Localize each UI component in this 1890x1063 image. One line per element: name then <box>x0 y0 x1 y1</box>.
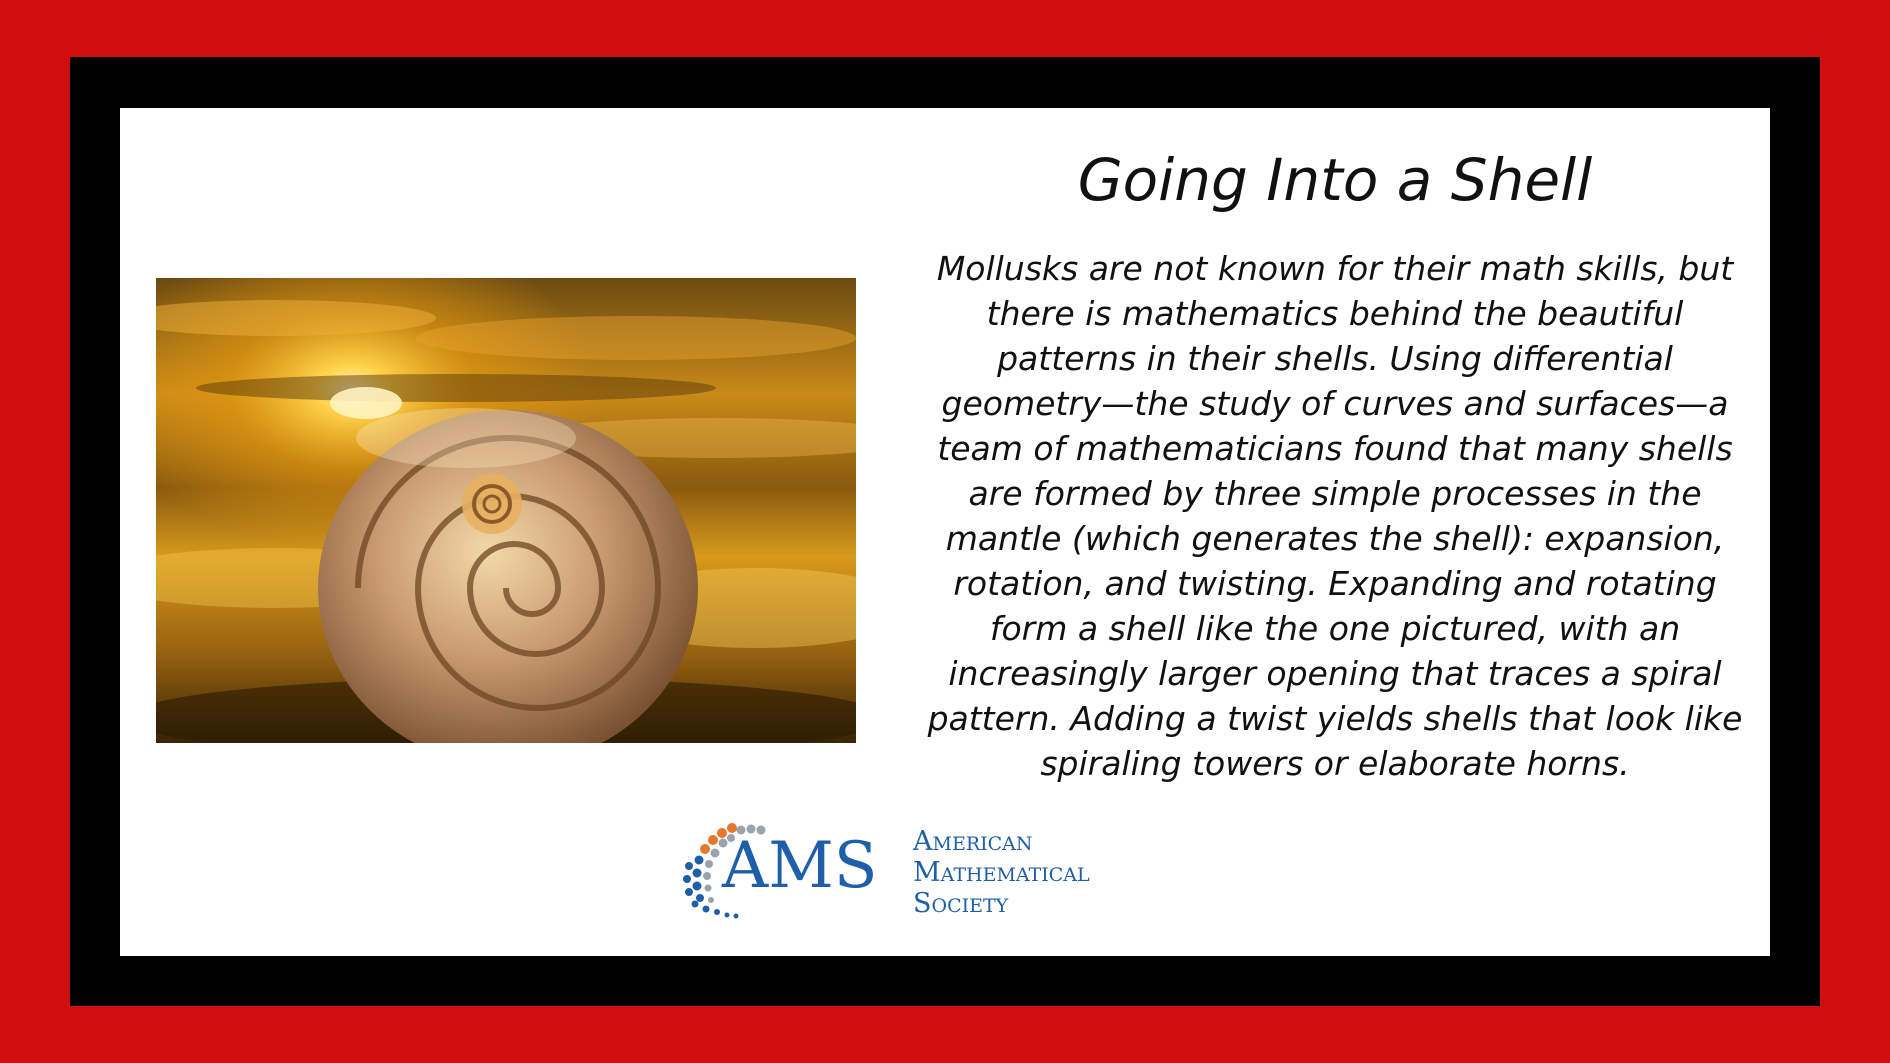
ams-dot-arc-icon <box>683 823 766 919</box>
logo-acronym: AMS <box>722 829 878 903</box>
body-line: there is mathematics behind the beautifu… <box>986 294 1684 333</box>
body-line: Mollusks are not known for their math sk… <box>936 249 1734 288</box>
body-line: are formed by three simple processes in … <box>968 474 1702 513</box>
body-paragraph: Mollusks are not known for their math sk… <box>906 246 1764 786</box>
body-line: geometry—the study of curves and surface… <box>941 384 1729 423</box>
logo-name-line: Mathematical <box>913 857 1090 888</box>
body-line: mantle (which generates the shell): expa… <box>945 519 1725 558</box>
body-line: patterns in their shells. Using differen… <box>997 339 1673 378</box>
body-line: rotation, and twisting. Expanding and ro… <box>953 564 1717 603</box>
ams-logo[interactable]: AMS American Mathematical Society <box>675 816 1175 936</box>
body-line: increasingly larger opening that traces … <box>948 654 1722 693</box>
body-line: form a shell like the one pictured, with… <box>989 609 1681 648</box>
body-line: pattern. Adding a twist yields shells th… <box>927 699 1743 738</box>
logo-full-name: American Mathematical Society <box>913 826 1090 919</box>
page-title: Going Into a Shell <box>1077 146 1593 214</box>
content-panel: Going Into a Shell Mollusks are not know… <box>120 108 1770 956</box>
seashell-sunset-photo <box>156 278 856 743</box>
body-line: team of mathematicians found that many s… <box>937 429 1733 468</box>
logo-name-line: American <box>913 826 1033 857</box>
logo-name-line: Society <box>913 888 1009 919</box>
body-line: spiraling towers or elaborate horns. <box>1040 744 1630 783</box>
